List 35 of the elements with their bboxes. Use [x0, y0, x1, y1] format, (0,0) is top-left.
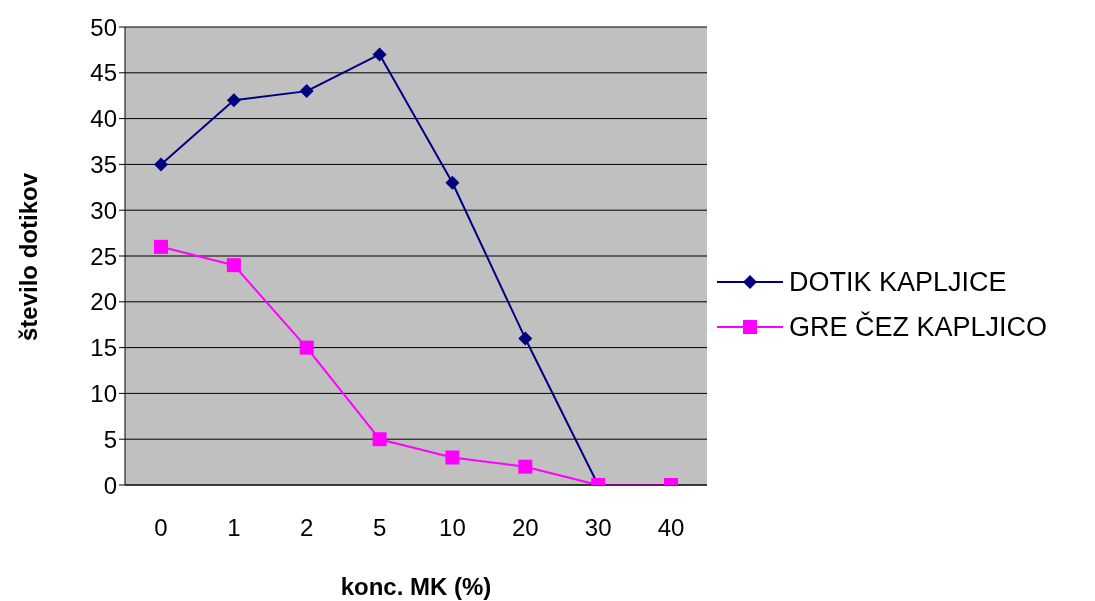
- point: [299, 84, 314, 99]
- x-tick-label: 2: [300, 514, 314, 542]
- x-tick-label: 20: [511, 514, 539, 542]
- y-tick-label: 0: [103, 471, 117, 499]
- x-tick-label: 30: [584, 514, 612, 542]
- point: [299, 340, 314, 355]
- y-tick-label: 35: [90, 150, 117, 178]
- y-tick-label: 10: [90, 379, 117, 407]
- point: [445, 450, 460, 465]
- x-axis-title: konc. MK (%): [340, 573, 492, 600]
- y-tick-label: 5: [103, 425, 117, 453]
- y-tick-label: 20: [90, 288, 117, 316]
- point: [154, 157, 168, 172]
- y-tick-label: 15: [90, 334, 117, 362]
- x-tick-label: 5: [372, 514, 387, 542]
- y-tick-label: 40: [90, 105, 117, 133]
- legend-label: DOTIK KAPLJICE: [789, 266, 1007, 298]
- y-tick-label: 30: [90, 196, 117, 224]
- y-axis-title: število dotikov: [14, 172, 42, 341]
- x-tick-label: 1: [227, 514, 241, 542]
- point: [445, 175, 460, 190]
- y-tick-label: 25: [90, 242, 117, 270]
- x-tick-label: 0: [154, 514, 168, 542]
- point: [372, 432, 387, 447]
- x-tick-label: 40: [657, 514, 685, 542]
- point: [154, 239, 168, 254]
- legend-label: GRE ČEZ KAPLJICO: [789, 311, 1048, 343]
- point: [518, 331, 533, 346]
- y-tick-label: 50: [90, 13, 117, 41]
- point: [226, 258, 241, 273]
- point: [518, 459, 533, 474]
- point: [372, 47, 387, 62]
- x-tick-label: 10: [439, 514, 466, 542]
- y-tick-label: 45: [90, 59, 117, 87]
- point: [226, 93, 241, 108]
